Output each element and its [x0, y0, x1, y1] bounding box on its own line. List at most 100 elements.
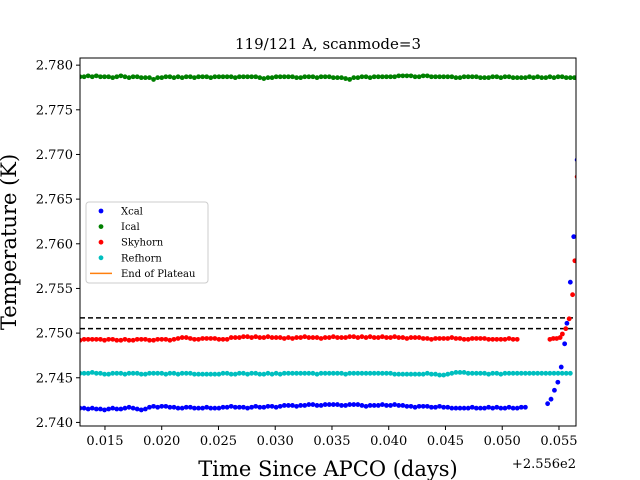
data-point-xcal	[396, 403, 402, 408]
data-point-xcal	[469, 404, 475, 410]
data-point-skyhorn	[302, 334, 308, 340]
data-point-ical	[171, 75, 177, 81]
data-point-refhorn	[114, 370, 120, 376]
data-point-refhorn	[257, 371, 263, 377]
data-point-xcal	[151, 403, 156, 409]
data-point-skyhorn	[482, 336, 487, 341]
data-point-xcal	[571, 234, 576, 240]
chart-title: 119/121 A, scanmode=3	[235, 35, 421, 53]
data-point-ical	[478, 75, 483, 81]
data-point-xcal	[522, 404, 528, 410]
data-point-ical	[510, 75, 516, 81]
data-point-refhorn	[261, 371, 267, 377]
data-point-skyhorn	[277, 335, 283, 340]
legend-swatch-refhorn	[98, 255, 104, 261]
data-point-ical	[404, 73, 410, 79]
data-point-skyhorn	[433, 336, 438, 341]
y-tick-label: 2.740	[36, 416, 73, 431]
data-point-skyhorn	[441, 336, 447, 341]
data-point-refhorn	[539, 370, 545, 376]
data-point-xcal	[269, 403, 275, 409]
data-point-ical	[196, 74, 201, 80]
legend-label-ical: Ical	[121, 222, 140, 233]
data-point-xcal	[412, 404, 418, 410]
legend-label-end-of-plateau: End of Plateau	[121, 269, 196, 280]
x-tick-label: 0.025	[200, 434, 237, 449]
data-point-xcal	[302, 403, 308, 408]
data-point-xcal	[183, 404, 189, 410]
data-point-skyhorn	[445, 336, 451, 341]
data-point-skyhorn	[298, 335, 304, 340]
data-point-ical	[437, 74, 442, 80]
data-point-xcal	[277, 403, 283, 409]
data-point-refhorn	[567, 370, 573, 376]
data-point-refhorn	[445, 371, 451, 377]
data-point-skyhorn	[514, 336, 520, 342]
data-point-skyhorn	[506, 336, 512, 341]
data-point-xcal	[249, 404, 255, 410]
data-point-skyhorn	[347, 334, 353, 340]
data-point-refhorn	[531, 370, 536, 376]
data-point-ical	[518, 75, 524, 81]
data-point-xcal	[306, 402, 312, 407]
y-tick-label: 2.750	[36, 327, 73, 342]
data-point-ical	[384, 74, 389, 80]
data-point-skyhorn	[265, 334, 271, 340]
data-point-refhorn	[408, 371, 414, 377]
data-point-skyhorn	[142, 336, 148, 342]
data-point-xcal	[80, 405, 83, 411]
data-point-xcal	[167, 404, 173, 410]
data-point-xcal	[428, 404, 434, 410]
data-point-xcal	[110, 405, 116, 411]
data-point-skyhorn	[130, 337, 136, 343]
x-tick-label: 0.035	[313, 434, 350, 449]
data-point-xcal	[416, 403, 422, 409]
data-point-xcal	[228, 403, 234, 409]
data-point-refhorn	[363, 370, 369, 376]
data-point-ical	[208, 75, 214, 81]
data-point-skyhorn	[163, 336, 169, 342]
data-point-refhorn	[367, 370, 373, 376]
data-point-ical	[134, 74, 140, 80]
data-point-ical	[322, 74, 328, 80]
data-point-xcal	[420, 403, 426, 409]
data-point-xcal	[445, 404, 451, 410]
data-point-refhorn	[269, 371, 275, 377]
data-point-refhorn	[522, 370, 528, 376]
data-point-xcal	[400, 403, 406, 408]
data-point-xcal	[465, 405, 471, 411]
data-point-ical	[433, 74, 438, 80]
data-point-ical	[306, 74, 312, 80]
data-point-refhorn	[232, 371, 238, 377]
data-point-refhorn	[551, 370, 557, 376]
data-point-ical	[212, 74, 218, 80]
data-point-refhorn	[265, 370, 271, 376]
data-point-skyhorn	[322, 335, 328, 340]
data-point-refhorn	[126, 370, 132, 376]
data-point-ical	[367, 75, 373, 81]
data-point-refhorn	[273, 370, 279, 376]
data-point-skyhorn	[478, 336, 483, 341]
data-point-xcal	[81, 405, 87, 411]
data-point-refhorn	[302, 370, 308, 376]
data-point-ical	[514, 75, 520, 81]
data-point-refhorn	[384, 370, 389, 376]
data-point-ical	[257, 75, 263, 81]
data-point-xcal	[118, 406, 124, 412]
data-point-ical	[535, 74, 541, 80]
data-point-refhorn	[249, 370, 255, 376]
data-point-xcal	[567, 279, 573, 285]
data-point-refhorn	[424, 370, 430, 376]
y-axis: 2.740 2.745 2.750 2.755 2.760 2.765 2.770 2.775…	[36, 59, 80, 431]
data-point-ical	[547, 74, 553, 80]
data-point-refhorn	[371, 370, 377, 376]
legend-label-refhorn: Refhorn	[121, 253, 162, 264]
data-point-skyhorn	[232, 335, 238, 340]
data-point-xcal	[85, 406, 91, 412]
data-point-refhorn	[412, 371, 418, 377]
data-point-xcal	[335, 402, 340, 407]
data-point-skyhorn	[110, 336, 116, 342]
data-point-refhorn	[81, 370, 87, 376]
data-point-ical	[490, 74, 496, 80]
data-point-skyhorn	[175, 336, 181, 341]
